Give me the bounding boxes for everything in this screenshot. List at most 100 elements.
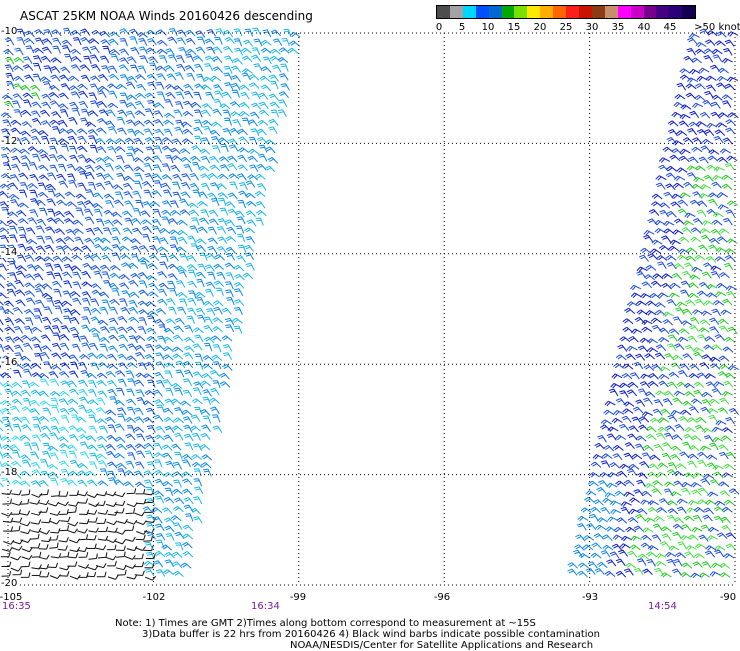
wind-barb bbox=[692, 309, 704, 315]
wind-barb bbox=[586, 523, 597, 531]
wind-barb bbox=[0, 551, 11, 558]
wind-barb bbox=[221, 91, 232, 99]
wind-barb bbox=[660, 408, 671, 416]
wind-barb bbox=[77, 135, 87, 144]
wind-barb bbox=[77, 462, 89, 469]
wind-barb bbox=[607, 426, 619, 432]
wind-barb bbox=[668, 371, 680, 378]
wind-barb bbox=[23, 442, 33, 451]
wind-barb bbox=[698, 572, 710, 578]
wind-barb bbox=[20, 470, 32, 477]
wind-barb bbox=[0, 273, 6, 280]
wind-barb bbox=[97, 390, 108, 398]
wind-barb bbox=[18, 202, 29, 209]
wind-barb bbox=[2, 382, 14, 389]
wind-barb bbox=[124, 217, 134, 226]
wind-barb bbox=[245, 180, 256, 188]
wind-barb bbox=[645, 300, 657, 307]
wind-barb bbox=[183, 100, 194, 108]
wind-barb bbox=[606, 482, 618, 489]
wind-barb bbox=[164, 517, 175, 524]
wind-barb bbox=[604, 492, 616, 498]
wind-barb bbox=[142, 400, 154, 406]
wind-barb bbox=[720, 309, 732, 315]
wind-barb bbox=[671, 354, 684, 361]
wind-barb bbox=[0, 451, 4, 460]
wind-barb bbox=[700, 478, 711, 486]
wind-barb bbox=[143, 119, 155, 126]
wind-barb bbox=[24, 325, 33, 334]
wind-barb bbox=[126, 519, 138, 525]
wind-barb bbox=[204, 55, 215, 63]
wind-barb bbox=[701, 391, 713, 398]
wind-barb bbox=[125, 443, 137, 451]
wind-barb bbox=[638, 254, 649, 262]
wind-barb bbox=[53, 217, 65, 225]
wind-barb bbox=[147, 262, 158, 270]
wind-barb bbox=[69, 154, 79, 163]
wind-barb bbox=[98, 291, 110, 299]
wind-barb bbox=[10, 405, 21, 413]
wind-barb bbox=[588, 480, 599, 487]
wind-barb bbox=[647, 253, 658, 260]
wind-barb bbox=[664, 481, 676, 487]
wind-barb bbox=[673, 470, 685, 477]
wind-barb bbox=[57, 501, 69, 507]
wind-barb bbox=[692, 102, 704, 109]
wind-barb bbox=[125, 119, 137, 127]
wind-barb bbox=[160, 182, 171, 190]
wind-barb bbox=[205, 281, 216, 289]
wind-barb bbox=[667, 381, 678, 389]
wind-barb bbox=[222, 344, 233, 352]
wind-barb bbox=[717, 156, 729, 164]
wind-barb bbox=[212, 145, 221, 154]
wind-barb bbox=[61, 300, 73, 307]
wind-barb bbox=[101, 65, 110, 74]
wind-barb bbox=[31, 461, 41, 470]
wind-barb bbox=[72, 271, 82, 280]
wind-barb bbox=[134, 511, 146, 517]
wind-barb bbox=[86, 571, 97, 578]
wind-barb bbox=[172, 425, 183, 432]
wind-barb bbox=[219, 372, 230, 380]
wind-barb bbox=[268, 93, 279, 101]
wind-barb bbox=[165, 84, 177, 90]
wind-barb bbox=[624, 442, 635, 450]
wind-barb bbox=[622, 326, 634, 333]
wind-barb bbox=[687, 37, 698, 45]
wind-barb bbox=[713, 381, 725, 387]
wind-barb bbox=[209, 129, 221, 137]
wind-barb bbox=[126, 488, 137, 495]
wind-barb bbox=[10, 147, 22, 154]
wind-barb bbox=[25, 317, 34, 326]
wind-barb bbox=[63, 263, 74, 272]
wind-barb bbox=[138, 289, 149, 297]
wind-barb bbox=[144, 354, 155, 361]
wind-barb bbox=[88, 389, 97, 398]
wind-barb bbox=[696, 200, 708, 208]
wind-barb bbox=[33, 47, 44, 54]
wind-barb bbox=[143, 162, 153, 171]
wind-barb bbox=[659, 541, 671, 549]
wind-barb bbox=[41, 517, 52, 524]
wind-barb bbox=[602, 497, 614, 504]
wind-barb bbox=[174, 317, 185, 325]
wind-barb bbox=[718, 325, 729, 333]
wind-barb bbox=[70, 48, 82, 55]
wind-barb bbox=[638, 424, 649, 432]
wind-barb bbox=[22, 398, 32, 407]
color-scale-segment bbox=[449, 6, 463, 18]
wind-barb bbox=[200, 84, 212, 91]
wind-barb bbox=[109, 272, 121, 279]
wind-barb bbox=[144, 450, 154, 459]
wind-barb bbox=[658, 336, 670, 343]
wind-barb bbox=[49, 477, 59, 486]
wind-barb bbox=[680, 535, 692, 541]
wind-barb bbox=[604, 570, 616, 577]
wind-barb bbox=[67, 444, 78, 452]
wind-barb bbox=[29, 499, 41, 505]
wind-barb bbox=[24, 254, 35, 262]
wind-barb bbox=[66, 163, 77, 172]
wind-barb bbox=[109, 48, 120, 56]
wind-barb bbox=[625, 562, 637, 569]
